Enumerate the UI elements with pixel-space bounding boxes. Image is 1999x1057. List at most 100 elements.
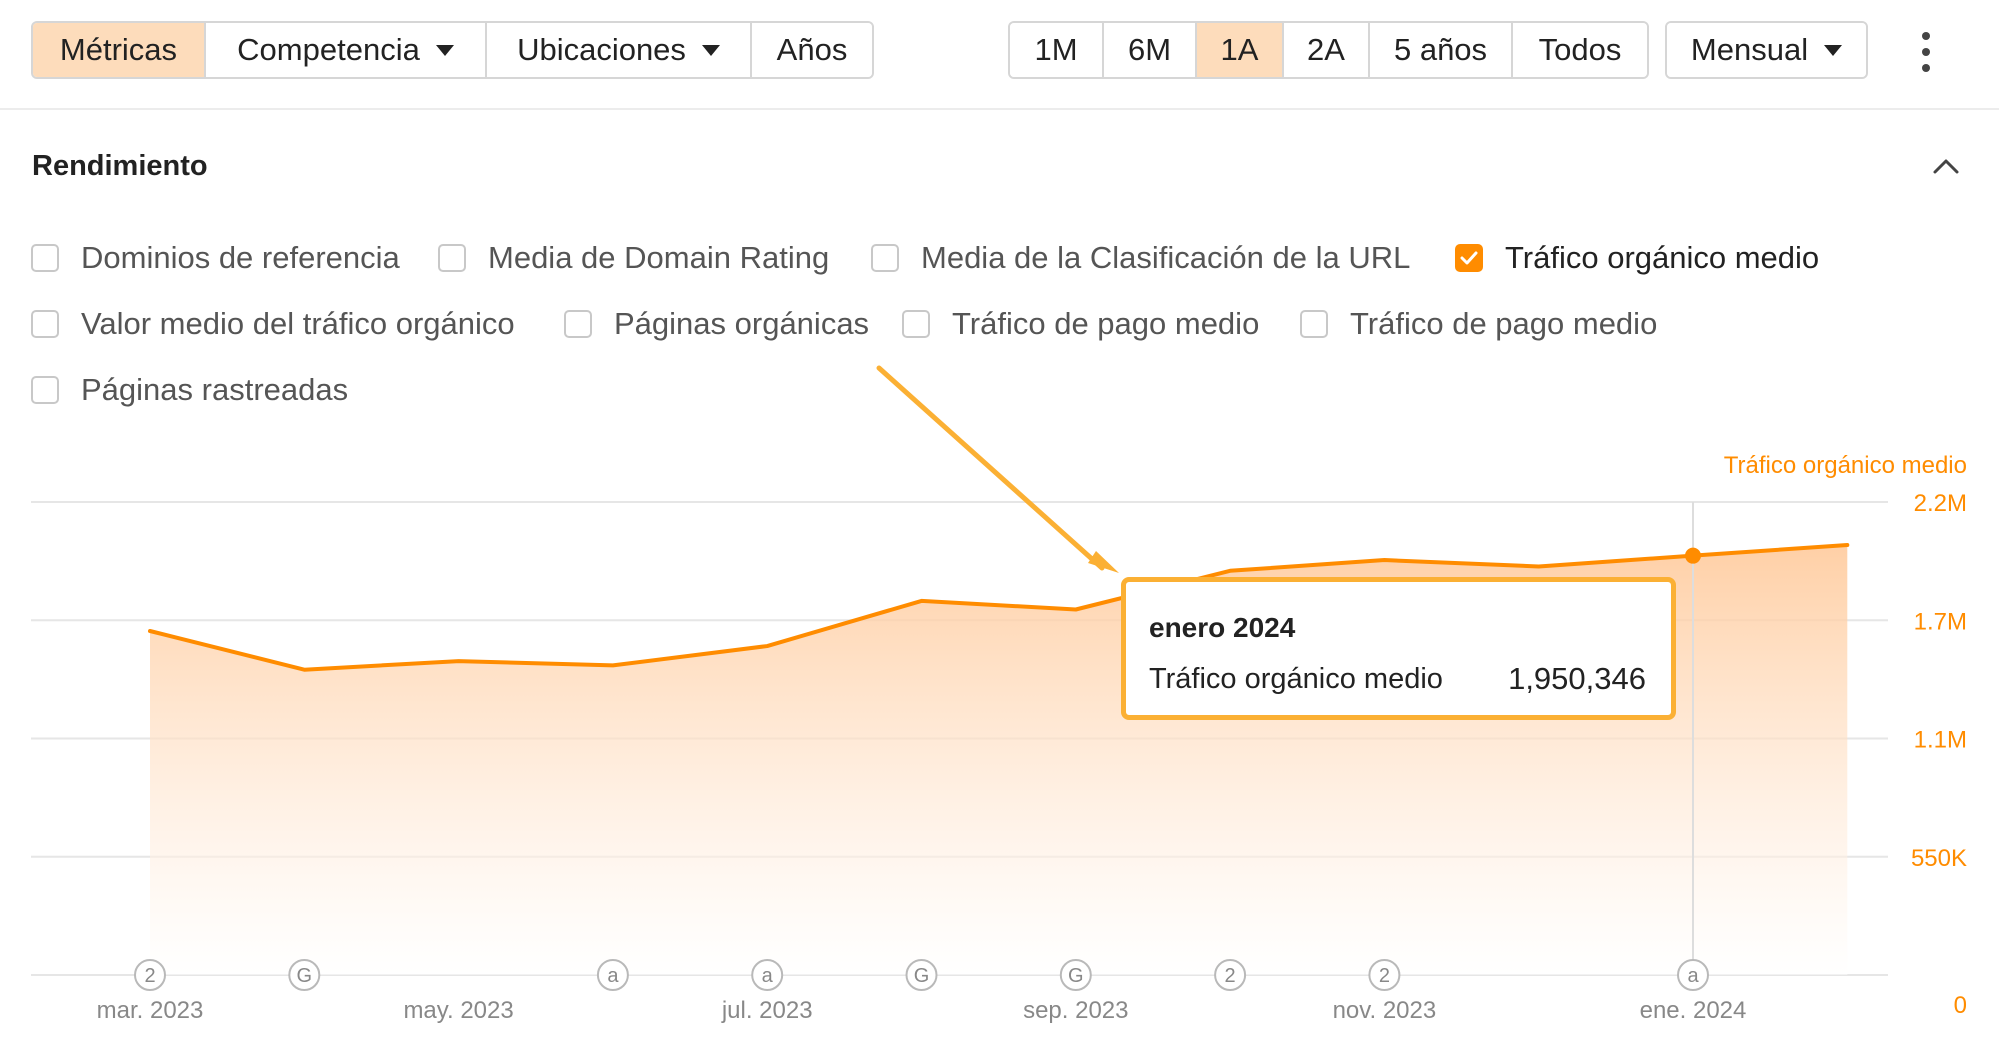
y-tick-label: 1.1M: [1914, 727, 1967, 754]
checkbox-media-clasificacion-url[interactable]: Media de la Clasificación de la URL: [871, 238, 1410, 278]
checkmark-icon: [1460, 251, 1478, 265]
checkbox-paginas-rastreadas[interactable]: Páginas rastreadas: [31, 370, 348, 410]
checkbox-trafico-pago-medio[interactable]: Tráfico de pago medio: [902, 304, 1259, 344]
x-tick-label: jul. 2023: [721, 997, 813, 1024]
range-todos[interactable]: Todos: [1513, 23, 1647, 77]
interval-button[interactable]: Mensual: [1667, 23, 1866, 77]
x-tick-label: may. 2023: [403, 997, 513, 1024]
y-tick-labels: 0 550K 1.1M 1.7M 2.2M: [1911, 490, 1967, 1019]
checkbox-box[interactable]: [438, 244, 466, 272]
checkbox-paginas-organicas[interactable]: Páginas orgánicas: [564, 304, 869, 344]
checkbox-label: Páginas orgánicas: [614, 306, 870, 341]
y-tick-label: 1.7M: [1914, 608, 1967, 635]
series-line: [148, 543, 1850, 672]
annotation-marker: a: [751, 959, 784, 991]
annotation-marker-circle: [288, 959, 321, 991]
checkbox-box[interactable]: [871, 244, 899, 272]
annotation-marker-label: a: [762, 965, 774, 987]
annotation-marker: 2: [134, 959, 166, 991]
y-tick-label: 550K: [1911, 845, 1967, 872]
annotation-marker-label: a: [1687, 965, 1699, 987]
tab-metricas-label: Métricas: [59, 32, 178, 67]
x-tick-label: ene. 2024: [1640, 997, 1747, 1024]
chart-tooltip: enero 2024 Tráfico orgánico medio 1,950,…: [1121, 577, 1676, 720]
annotation-marker-label: a: [607, 965, 619, 987]
annotation-marker: 2: [1214, 959, 1247, 991]
range-2a-label: 2A: [1307, 32, 1345, 67]
tab-metricas[interactable]: Métricas: [33, 23, 206, 77]
kebab-dot: [1922, 64, 1930, 72]
checkbox-box[interactable]: [564, 310, 592, 338]
checkbox-trafico-pago-medio-2[interactable]: Tráfico de pago medio: [1300, 304, 1657, 344]
chevron-down-icon: [1824, 44, 1843, 56]
annotation-marker: G: [288, 959, 321, 991]
checkbox-box[interactable]: [1300, 310, 1328, 338]
checkbox-label: Media de Domain Rating: [488, 240, 830, 275]
checkbox-media-domain-rating[interactable]: Media de Domain Rating: [438, 238, 829, 278]
checkbox-box[interactable]: [31, 376, 59, 404]
y-axis-title: Tráfico orgánico medio: [1724, 452, 1967, 479]
annotation-marker-circle: [1059, 959, 1092, 991]
range-1m[interactable]: 1M: [1010, 23, 1104, 77]
kebab-dot: [1922, 48, 1930, 56]
checkbox-label: Valor medio del tráfico orgánico: [81, 306, 515, 341]
annotation-marker-label: 2: [1225, 965, 1236, 987]
annotation-marker-label: G: [914, 965, 930, 987]
chevron-down-icon: [701, 44, 720, 56]
competencia-dropdown[interactable]: Competencia: [206, 23, 487, 77]
annotation-marker: 2: [1368, 959, 1401, 991]
annotation-marker: a: [596, 959, 629, 991]
annotation-marker-circle: [1214, 959, 1247, 991]
range-6m[interactable]: 6M: [1104, 23, 1197, 77]
checkbox-trafico-organico-medio[interactable]: Tráfico orgánico medio: [1455, 238, 1819, 278]
chevron-up-icon[interactable]: [1932, 152, 1960, 180]
x-tick-labels: mar. 2023 may. 2023 jul. 2023 sep. 2023 nov.…: [97, 997, 1747, 1024]
y-tick-label: 2.2M: [1914, 490, 1967, 517]
range-1m-label: 1M: [1034, 32, 1078, 67]
annotation-marker-label: 2: [1379, 965, 1390, 987]
x-tick-label: mar. 2023: [97, 997, 204, 1024]
checkbox-box[interactable]: [31, 310, 59, 338]
annotation-marker-circle: [905, 959, 938, 991]
checkbox-valor-medio-trafico[interactable]: Valor medio del tráfico orgánico: [31, 304, 515, 344]
annotation-marker-label: G: [297, 965, 313, 987]
tooltip-label: Tráfico orgánico medio: [1149, 663, 1443, 695]
checkbox-label: Tráfico de pago medio: [1350, 306, 1658, 341]
section-title: Rendimiento: [32, 150, 208, 182]
checkbox-dominios-de-referencia[interactable]: Dominios de referencia: [31, 238, 400, 278]
annotation-marker: G: [905, 959, 938, 991]
competencia-label: Competencia: [237, 32, 420, 67]
tooltip-title: enero 2024: [1149, 612, 1296, 643]
annotation-marker: G: [1059, 959, 1092, 991]
interval-dropdown[interactable]: Mensual: [1665, 21, 1868, 79]
tab-anos-label: Años: [776, 32, 848, 67]
tooltip-value: 1,950,346: [1508, 661, 1646, 696]
kebab-dot: [1922, 32, 1930, 40]
callout-layer: [876, 365, 1119, 573]
checkbox-label: Páginas rastreadas: [81, 372, 349, 407]
callout-arrow-line: [876, 365, 1105, 571]
checkbox-box-checked[interactable]: [1455, 244, 1483, 272]
tab-anos[interactable]: Años: [752, 23, 872, 77]
range-5-anos[interactable]: 5 años: [1370, 23, 1513, 77]
range-1a-label: 1A: [1220, 32, 1259, 67]
range-1a[interactable]: 1A: [1197, 23, 1284, 77]
annotation-marker: a: [1677, 959, 1709, 991]
checkbox-box[interactable]: [31, 244, 59, 272]
checkbox-box[interactable]: [902, 310, 930, 338]
line-layer: [148, 543, 1850, 672]
x-tick-label: sep. 2023: [1023, 997, 1128, 1024]
highlight-point: [1685, 547, 1701, 564]
y-tick-label: 0: [1954, 992, 1967, 1019]
checkbox-label: Dominios de referencia: [81, 240, 400, 275]
traffic-chart: Tráfico orgánico medio 0 550K 1.1M 1.7M 2.2M…: [31, 365, 1967, 1024]
checkbox-label: Tráfico orgánico medio: [1505, 240, 1820, 275]
range-6m-label: 6M: [1127, 32, 1172, 67]
ubicaciones-label: Ubicaciones: [517, 32, 686, 67]
annotation-marker-circle: [134, 959, 166, 991]
metric-tabs: Métricas Competencia Ubicaciones Años: [31, 21, 874, 79]
range-2a[interactable]: 2A: [1284, 23, 1370, 77]
range-buttons: 1M 6M 1A 2A 5 años Todos: [1008, 21, 1649, 79]
more-options-icon[interactable]: [1919, 32, 1933, 72]
ubicaciones-dropdown[interactable]: Ubicaciones: [487, 23, 752, 77]
